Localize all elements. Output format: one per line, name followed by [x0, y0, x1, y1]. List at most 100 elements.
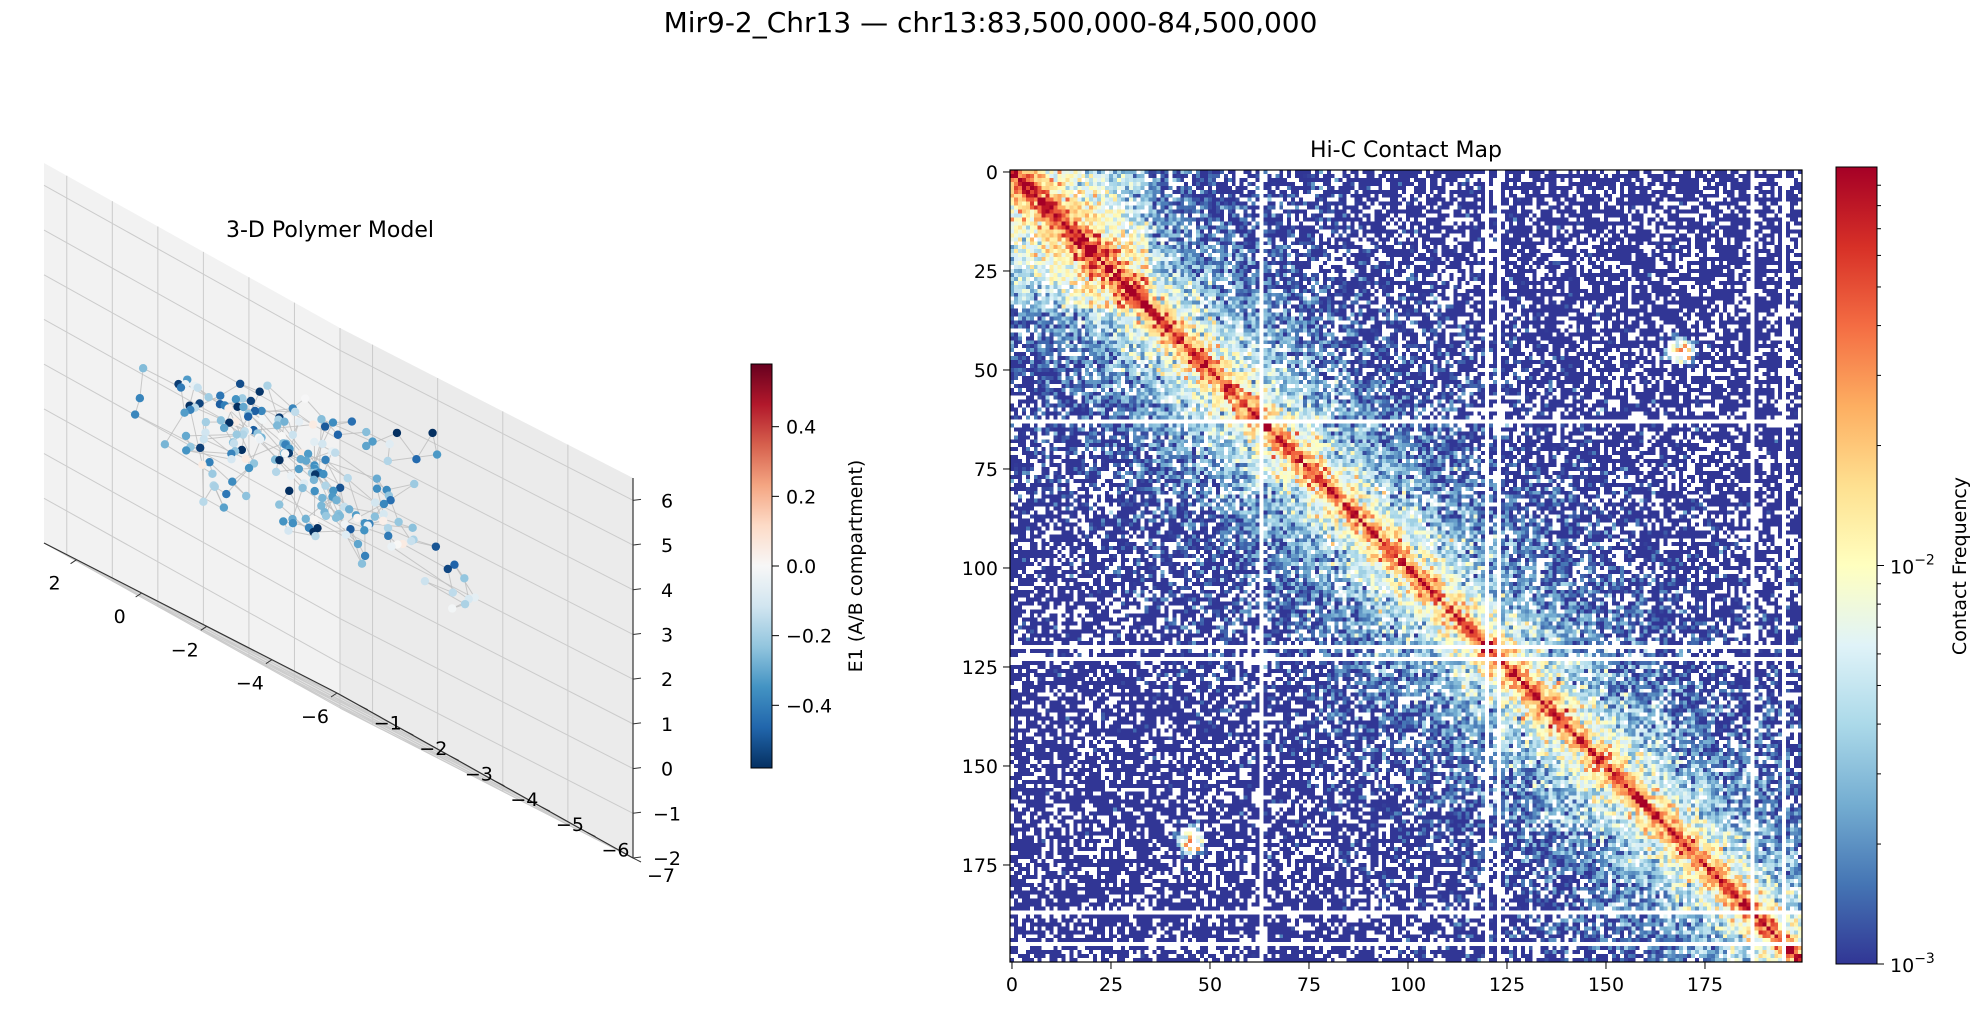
polymer-segment: [267, 385, 294, 409]
y-tick-mark: [587, 832, 596, 838]
y-tick-label: −6: [601, 840, 629, 862]
grid-line: [43, 453, 341, 620]
grid-line: [339, 618, 634, 770]
hic-x-tick-label: 25: [1099, 974, 1123, 996]
polymer-bead: [255, 435, 265, 444]
polymer-bead: [394, 517, 403, 527]
polymer-bead: [428, 428, 437, 438]
y-tick-label: −7: [647, 865, 675, 887]
polymer-segment: [237, 406, 246, 432]
polymer-bead: [228, 477, 237, 486]
polymer-bead: [182, 446, 191, 455]
grid-line: [339, 528, 634, 680]
x-tick-label: −6: [301, 706, 329, 728]
z-tick-label: −1: [653, 803, 681, 825]
polymer-segment: [387, 454, 438, 462]
grid-line: [43, 274, 341, 441]
polymer-segment: [305, 450, 333, 462]
polymer-bead: [201, 428, 210, 437]
polymer-bead: [280, 417, 289, 426]
polymer-bead: [432, 450, 442, 459]
x-tick-mark: [330, 692, 338, 698]
polymer-segment: [164, 443, 213, 475]
polymer-bead: [250, 406, 260, 416]
polymer-bead: [443, 564, 453, 574]
polymer-bead: [301, 394, 310, 403]
grid-line: [112, 580, 406, 732]
z-tick-label: −2: [653, 848, 681, 870]
polymer-segment: [313, 529, 365, 533]
z-tick-mark: [632, 722, 642, 725]
polymer-bead: [232, 430, 241, 439]
polymer-segment: [201, 464, 204, 502]
polymer-bead: [275, 500, 284, 509]
polymer-bead: [321, 455, 330, 465]
polymer-bead: [420, 576, 430, 586]
polymer-bead: [210, 482, 219, 491]
polymer-bead: [216, 416, 226, 425]
polymer-beads: [130, 364, 479, 613]
polymer-bead: [410, 479, 419, 489]
grid-line: [43, 497, 341, 664]
polymer-title: 3-D Polymer Model: [226, 218, 434, 243]
polymer-segment: [279, 459, 305, 484]
polymer-bead: [219, 423, 229, 433]
polymer-segment: [203, 438, 246, 460]
z-tick-mark: [632, 811, 642, 814]
polymer-bead: [227, 455, 236, 464]
polymer-bead: [231, 394, 241, 404]
polymer-bead: [258, 415, 267, 424]
polymer-bead: [199, 435, 208, 444]
polymer-segment: [402, 543, 449, 570]
polymer-bead: [284, 526, 293, 535]
contact-tick-exponent: −2: [1914, 553, 1935, 569]
grid-line: [294, 682, 588, 834]
polymer-bead: [362, 427, 371, 437]
polymer-bead: [383, 456, 393, 466]
y-tick-mark: [450, 756, 460, 761]
x-tick-mark: [135, 592, 142, 598]
grid-line: [43, 542, 341, 709]
polymer-segment: [189, 409, 203, 465]
polymer-segment: [180, 387, 186, 413]
z-tick-label: 6: [661, 490, 673, 512]
polymer-bead: [309, 475, 319, 485]
polymer-bead: [340, 519, 349, 529]
hic-y-ticks: 0 25 50 75 100 125 150 175: [962, 162, 1010, 877]
polymer-bead: [243, 412, 253, 421]
polymer-bead: [345, 505, 354, 514]
polymer-bead: [208, 469, 217, 478]
polymer-bead: [233, 402, 242, 412]
polymer-segment: [247, 430, 280, 461]
contact-tick-base: 10: [1890, 557, 1914, 579]
contact-colorbar-label: Contact Frequency: [1949, 477, 1971, 655]
polymer-bead: [311, 531, 320, 541]
polymer-bead: [448, 588, 458, 597]
z-tick-label: 0: [661, 759, 673, 781]
polymer-segment: [225, 467, 250, 495]
polymer-bead: [231, 417, 240, 427]
hic-y-tick-label: 50: [974, 360, 998, 382]
e1-tick-label: 0.0: [786, 556, 816, 578]
hic-panel: Hi-C Contact Map 0 25 50 75 100 125 150 175 0 25…: [962, 138, 1803, 996]
z-tick-label: 3: [661, 624, 673, 646]
z-tick-mark: [632, 498, 642, 501]
x-tick-mark: [200, 625, 208, 631]
contact-colorbar: 10−310−2 Contact Frequency: [1835, 166, 1971, 977]
polymer-segment: [266, 385, 279, 420]
polymer-bead: [343, 473, 352, 483]
y-tick-label: −1: [374, 713, 402, 735]
hic-frame: [1009, 169, 1803, 963]
grid-line: [339, 484, 634, 635]
polymer-bead: [244, 463, 254, 473]
polymer-bead: [460, 599, 470, 609]
z-tick-label: 2: [661, 669, 673, 691]
polymer-bead: [328, 418, 338, 427]
x-tick-label: −4: [236, 673, 264, 695]
polymer-bead: [321, 481, 330, 490]
polymer-bead: [257, 406, 266, 416]
y-axis-line: [336, 692, 634, 859]
e1-tick-label: −0.2: [786, 626, 832, 648]
y-tick-label: −5: [556, 814, 584, 836]
